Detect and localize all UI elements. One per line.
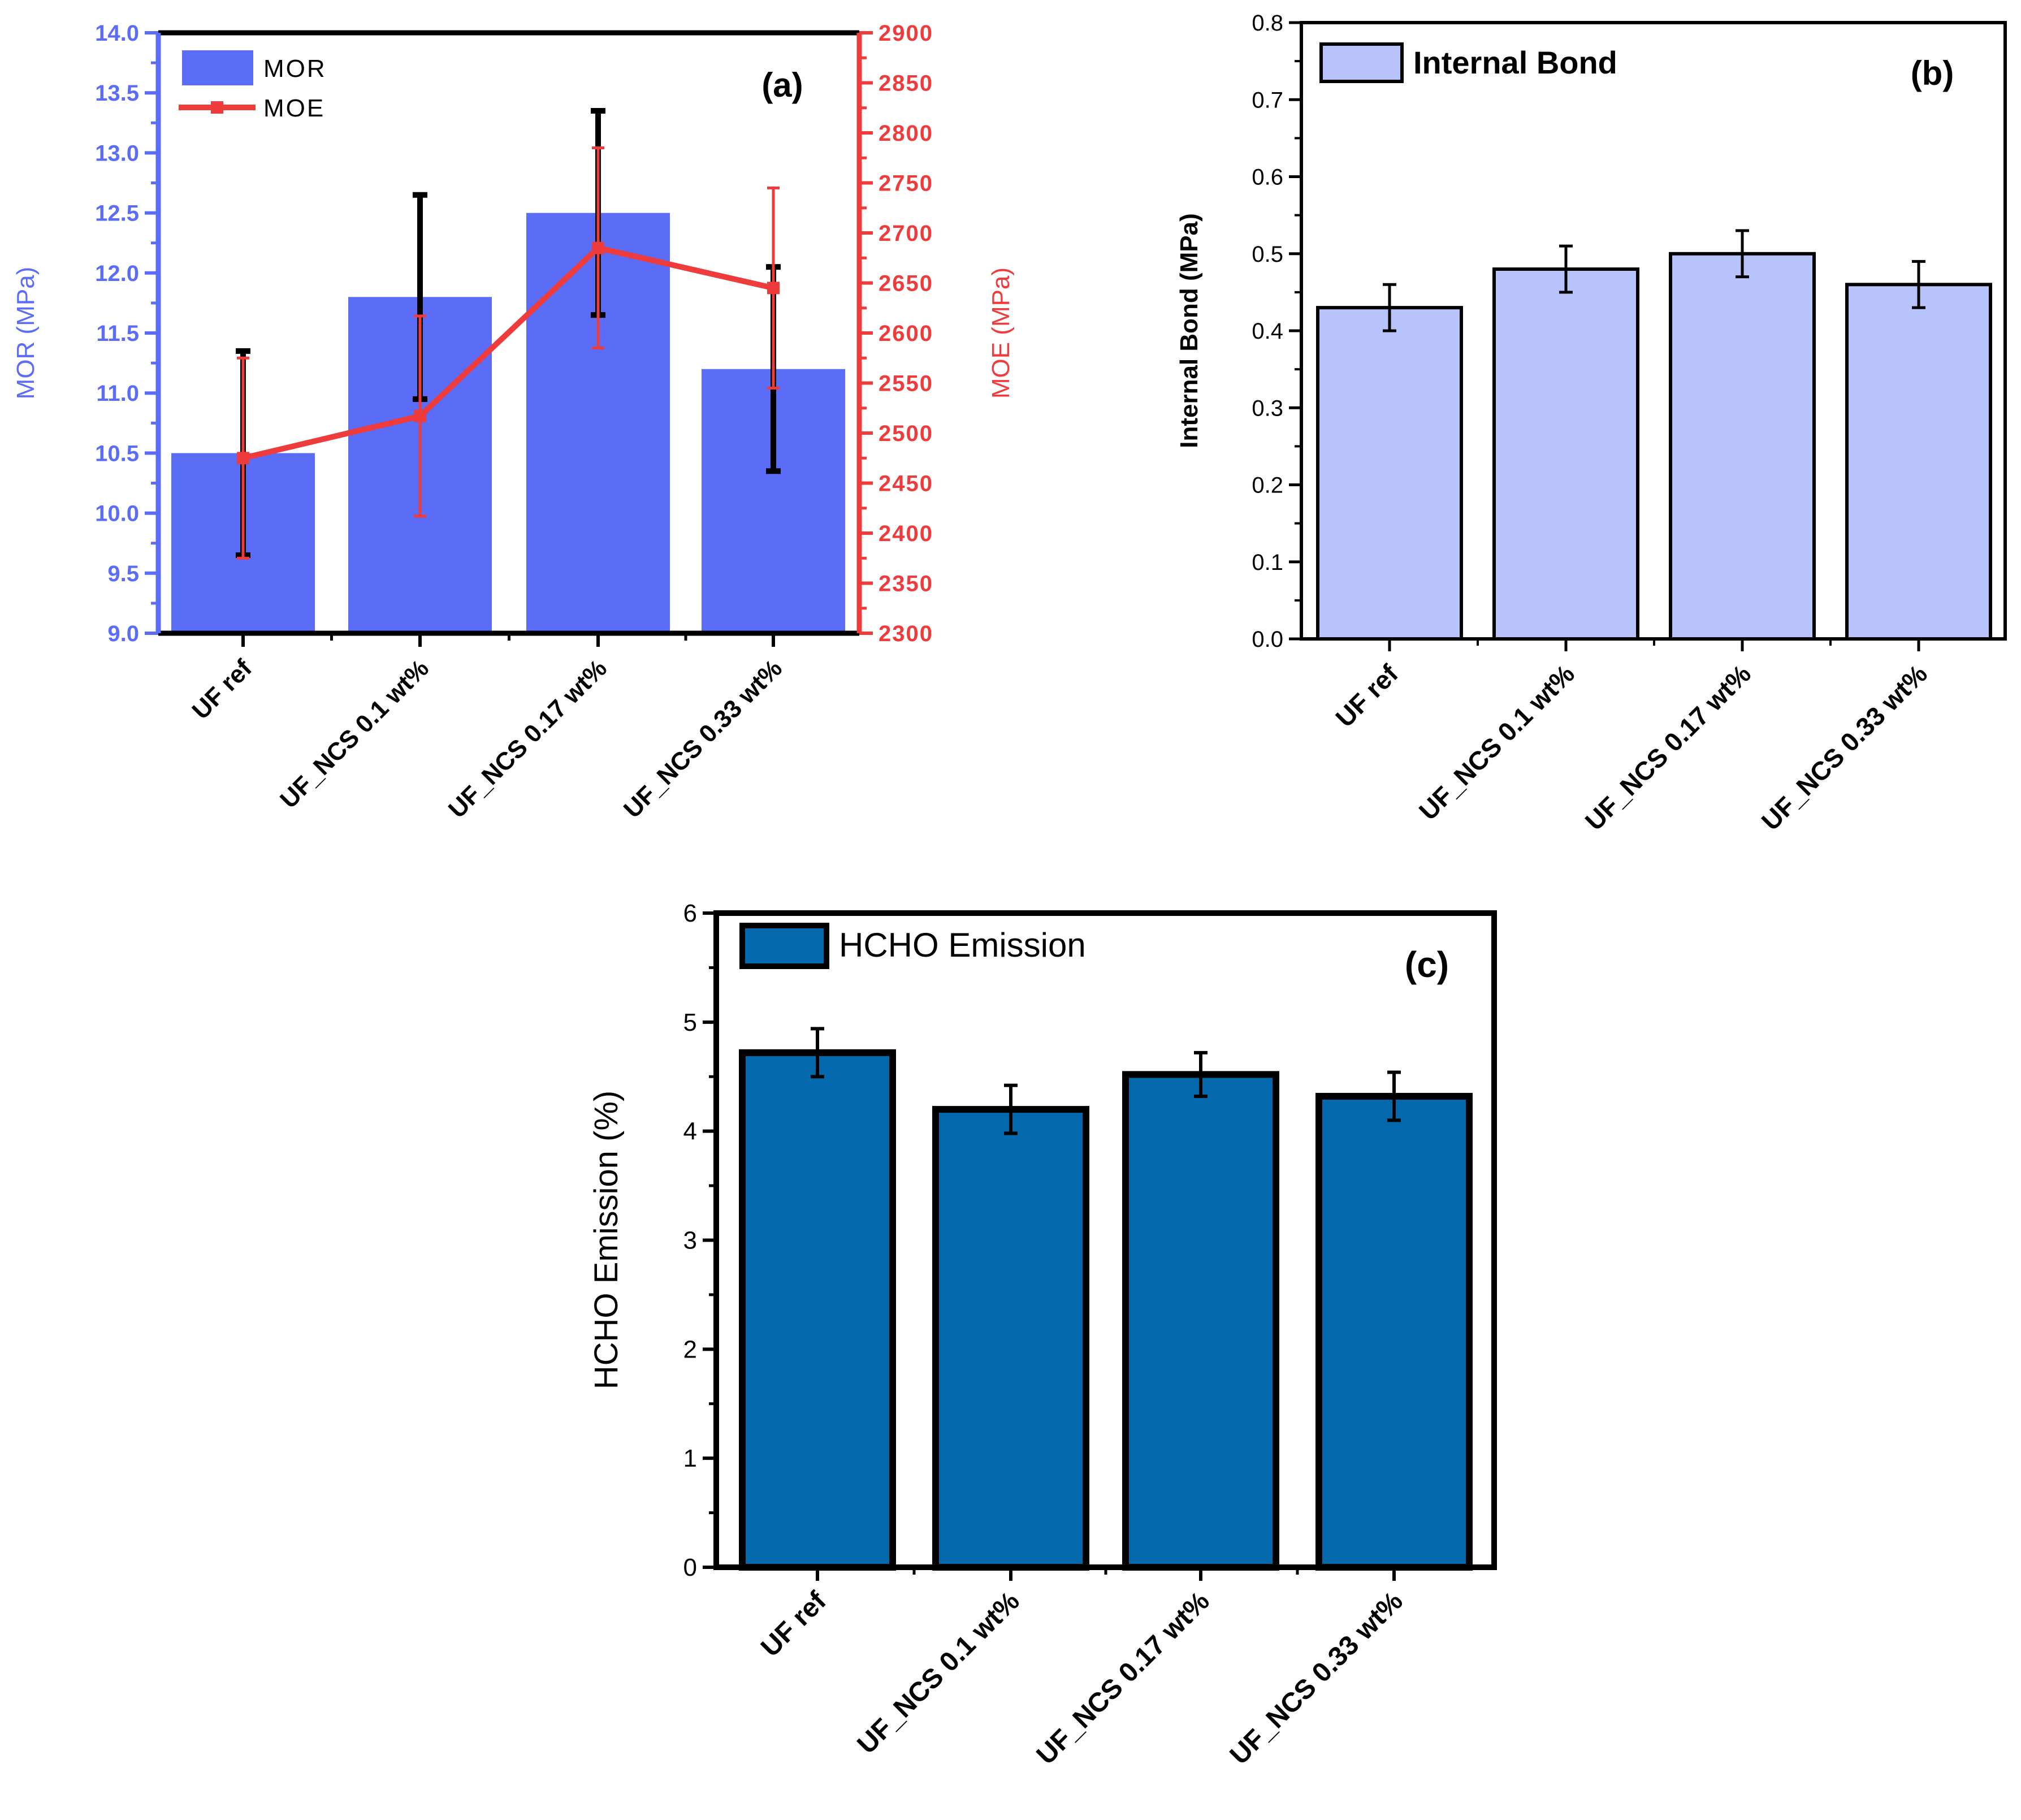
c-y-tick-label: 3 [683, 1227, 697, 1255]
c-y-tick-label: 6 [683, 900, 697, 927]
a-left-tick-label: 10.0 [95, 502, 139, 526]
a-left-tick-label: 12.5 [95, 201, 139, 226]
a-right-tick-label: 2400 [878, 521, 933, 546]
a-left-tick-label: 13.5 [95, 81, 139, 106]
c-y-axis-title: HCHO Emission (%) [588, 1091, 625, 1390]
c-panel-label: (c) [1405, 944, 1449, 985]
a-right-tick-label: 2600 [878, 321, 933, 346]
a-marker-moe-uf-ncs-0-33-wt [767, 282, 780, 295]
a-right-tick-label: 2650 [878, 271, 933, 296]
a-legend-label-moe: MOE [263, 94, 325, 122]
c-y-tick-label: 2 [683, 1335, 697, 1363]
a-right-tick-label: 2500 [878, 421, 933, 446]
b-legend-swatch [1319, 42, 1404, 83]
a-right-tick-label: 2550 [878, 371, 933, 396]
c-bar-uf-ncs-0-1-wt [932, 1106, 1089, 1571]
a-left-tick-label: 14.0 [95, 21, 139, 46]
a-left-tick-label: 9.0 [107, 621, 139, 646]
a-left-tick-label: 11.0 [96, 381, 139, 406]
a-left-tick-label: 9.5 [107, 561, 139, 586]
b-bar-uf-ncs-0-17-wt [1669, 252, 1816, 641]
c-bar-uf-ncs-0-33-wt [1315, 1092, 1473, 1571]
c-y-tick-label: 0 [683, 1554, 697, 1581]
b-bar-uf-ncs-0-33-wt [1845, 283, 1992, 641]
c-y-tick-label: 5 [683, 1009, 697, 1036]
c-legend-label: HCHO Emission [839, 926, 1086, 964]
a-right-tick-label: 2900 [878, 21, 933, 46]
c-bar-uf-ref [739, 1049, 896, 1571]
a-left-tick-label: 10.5 [95, 441, 139, 466]
c-y-tick-label: 1 [683, 1445, 697, 1472]
b-y-tick-label: 0.7 [1252, 88, 1283, 113]
b-legend-label: Internal Bond [1413, 45, 1617, 80]
b-y-tick-label: 0.4 [1252, 319, 1283, 344]
c-legend-swatch [739, 923, 829, 969]
b-panel-label: (b) [1911, 54, 1954, 92]
a-left-tick-label: 13.0 [95, 141, 139, 166]
a-right-tick-label: 2750 [878, 171, 933, 196]
a-panel-label: (a) [761, 66, 803, 104]
b-bar-uf-ref [1316, 306, 1463, 641]
a-legend-swatch-mor [182, 50, 253, 85]
a-left-tick-label: 11.5 [96, 321, 139, 346]
b-y-tick-label: 0.2 [1252, 473, 1283, 498]
a-marker-moe-uf-ncs-0-1-wt [414, 409, 426, 422]
a-marker-moe-uf-ref [237, 452, 249, 465]
a-left-axis-title: MOR (MPa) [12, 267, 40, 400]
a-marker-moe-uf-ncs-0-17-wt [592, 241, 604, 254]
c-y-tick-label: 4 [683, 1118, 697, 1145]
b-bar-uf-ncs-0-1-wt [1492, 267, 1639, 641]
a-right-tick-label: 2300 [878, 621, 933, 646]
b-y-tick-label: 0.5 [1252, 242, 1283, 267]
a-line-moe [242, 245, 774, 461]
a-right-tick-label: 2850 [878, 71, 933, 96]
a-legend-marker-moe [211, 101, 223, 114]
a-left-tick-label: 12.0 [95, 261, 139, 286]
a-right-tick-label: 2800 [878, 121, 933, 146]
a-legend-label-mor: MOR [263, 55, 327, 83]
b-y-tick-label: 0.1 [1252, 550, 1283, 575]
b-y-tick-label: 0.0 [1252, 627, 1283, 652]
b-y-tick-label: 0.8 [1252, 11, 1283, 36]
a-right-tick-label: 2700 [878, 221, 933, 246]
a-right-tick-label: 2450 [878, 472, 933, 496]
c-bar-uf-ncs-0-17-wt [1122, 1071, 1279, 1571]
b-y-tick-label: 0.3 [1252, 396, 1283, 421]
b-y-tick-label: 0.6 [1252, 165, 1283, 190]
b-y-axis-title: Internal Bond (MPa) [1175, 213, 1203, 448]
a-right-axis-title: MOE (MPa) [987, 267, 1015, 399]
a-right-tick-label: 2350 [878, 572, 933, 596]
